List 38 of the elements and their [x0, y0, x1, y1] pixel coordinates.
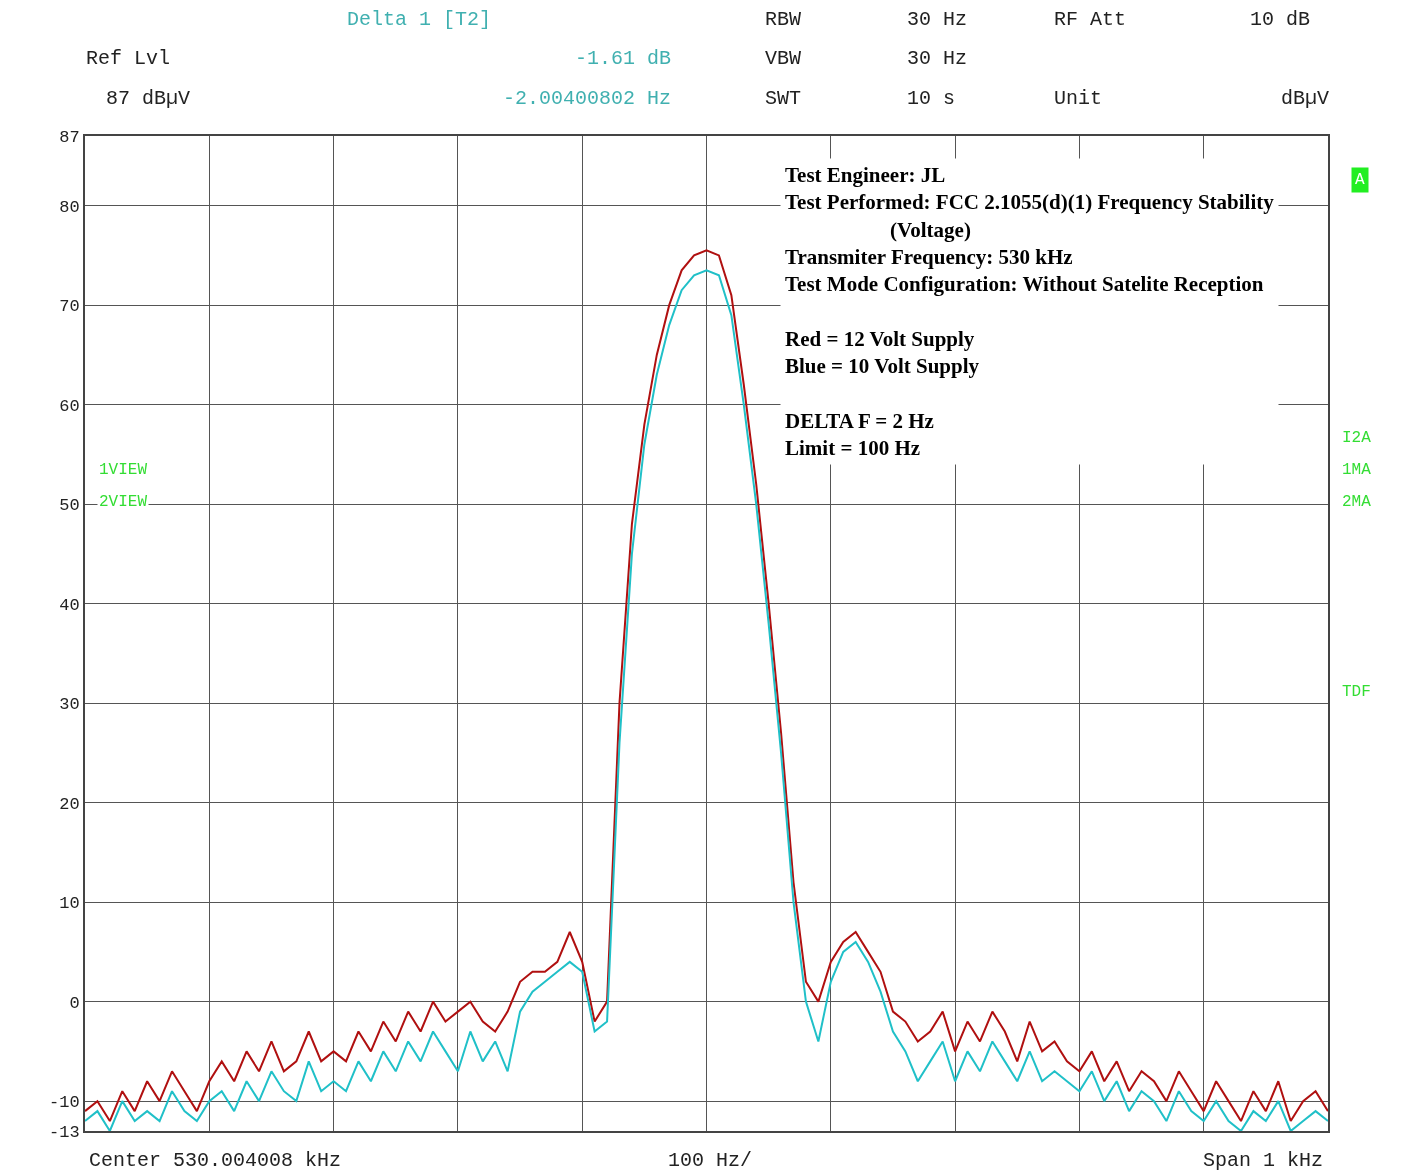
y-tick-label: 50: [59, 496, 80, 516]
text: SWT: [765, 87, 802, 110]
text: 87 dBµV: [106, 87, 191, 110]
text: Ref Lvl: [86, 47, 171, 70]
text: 30 Hz: [907, 8, 968, 31]
text: 10 s: [907, 87, 956, 110]
text: Test Engineer: JL Test Performed: FCC 2.1055(d)(1) Frequency Stability (Voltage) Transmiter Frequency: 530 kHz Test Mode Configuration: Without Satelite Reception Red = 12 Volt Supply Blue = 10 Volt Supply DELTA F = 2 Hz Limit = 100 Hz: [785, 163, 1274, 460]
text: Center 530.004008 kHz: [89, 1149, 342, 1172]
text: 1MA: [1342, 461, 1372, 479]
y-tick-label: 87: [59, 127, 80, 147]
annotation: 2VIEW: [99, 493, 148, 511]
y-tick-label: 40: [59, 595, 80, 615]
y-tick-label: 70: [59, 297, 80, 317]
y-tick-label: 0: [69, 993, 80, 1013]
text: Unit: [1054, 87, 1103, 110]
text: 10 dB: [1250, 8, 1311, 31]
text: RBW: [765, 8, 802, 31]
y-tick-label: -10: [48, 1093, 80, 1113]
y-tick-label: 60: [59, 396, 80, 416]
y-tick-label: 20: [59, 794, 80, 814]
y-tick-label: -13: [48, 1122, 80, 1142]
text: dBµV: [1281, 87, 1330, 110]
y-tick-label: 80: [59, 197, 80, 217]
text: VBW: [765, 47, 802, 70]
text: 30 Hz: [907, 47, 968, 70]
text: TDF: [1342, 683, 1371, 701]
annotation: 1VIEW: [99, 461, 148, 479]
y-tick-label: 30: [59, 695, 80, 715]
text: I2A: [1342, 429, 1372, 447]
y-tick-label: 10: [59, 894, 80, 914]
text: A: [1355, 171, 1365, 189]
text: 100 Hz/: [668, 1149, 753, 1172]
text: -2.00400802 Hz: [503, 87, 672, 110]
text: -1.61 dB: [575, 47, 672, 70]
text: 2MA: [1342, 493, 1372, 511]
text: RF Att: [1054, 8, 1127, 31]
text: Delta 1 [T2]: [347, 8, 492, 31]
text: Span 1 kHz: [1203, 1149, 1324, 1172]
